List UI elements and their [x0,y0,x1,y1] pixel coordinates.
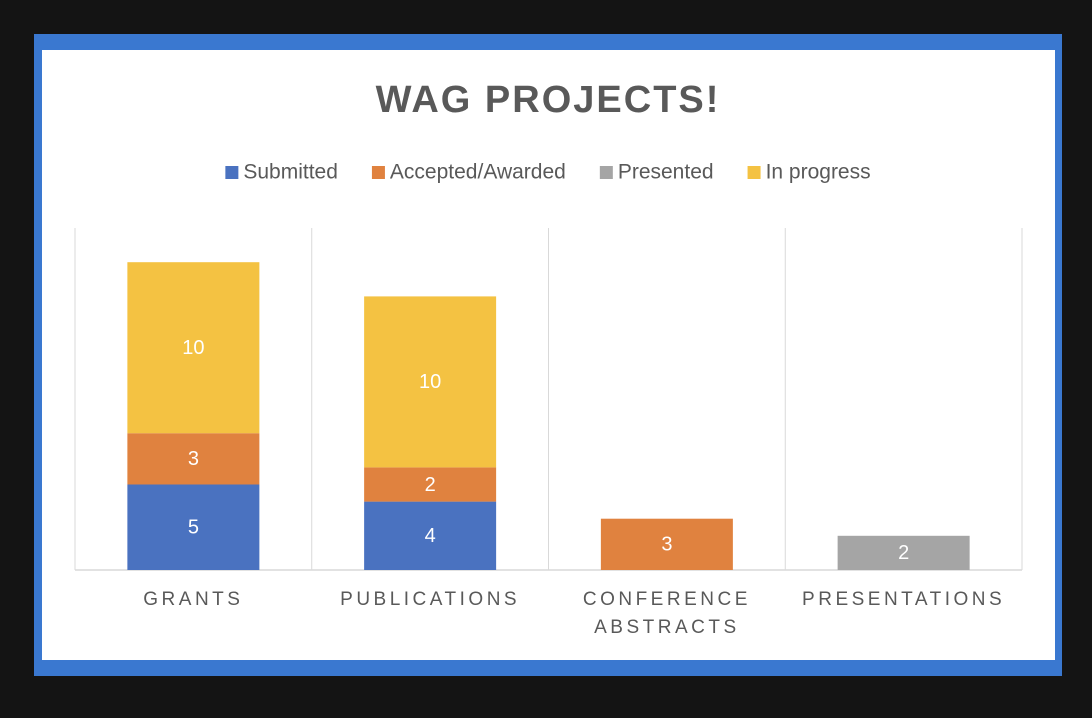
data-label: 3 [661,534,672,556]
data-label: 2 [425,474,436,496]
chart-title: WAG PROJECTS! [376,79,721,121]
bar-segment [837,535,970,570]
bar-segment [127,262,260,434]
legend-swatch [747,166,761,179]
x-tick-label: PUBLICATIONS [340,589,521,610]
bar-segment [600,518,733,570]
bar-segment [127,484,260,570]
bar-segment [364,467,497,502]
data-label: 3 [188,448,199,470]
data-label: 2 [898,542,909,564]
legend-swatch [225,166,239,179]
legend-label: Submitted [243,161,338,184]
legend-label: In progress [766,161,871,184]
x-tick-label: CONFERENCE ABSTRACTS [582,589,751,638]
data-label: 10 [419,371,441,393]
x-tick-label: GRANTS [143,589,244,610]
data-label: 4 [425,525,436,547]
legend-swatch [599,166,613,179]
bar-segment [127,433,260,485]
bar-segment [364,296,497,468]
data-label: 5 [188,517,199,539]
legend-swatch [371,166,385,179]
bar-segment [364,501,497,570]
x-tick-label: PRESENTATIONS [802,589,1006,610]
data-label: 10 [182,337,204,359]
legend-label: Accepted/Awarded [390,161,566,184]
legend-label: Presented [618,161,714,184]
